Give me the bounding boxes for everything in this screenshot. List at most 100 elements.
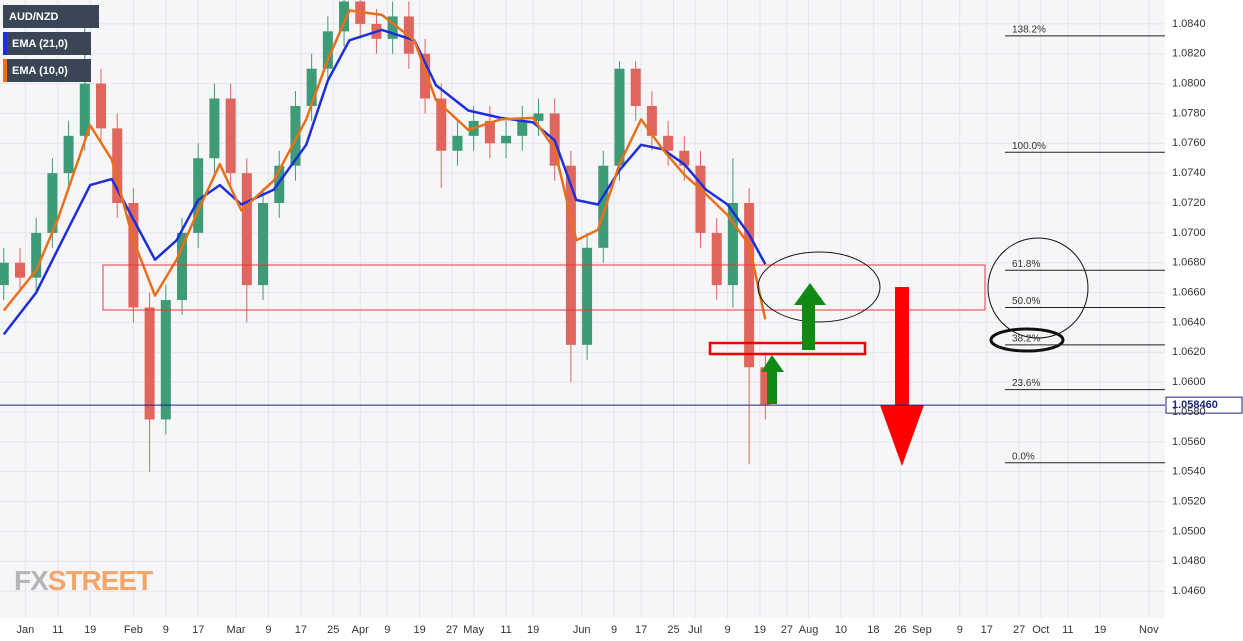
y-tick-label: 1.0560 (1172, 436, 1206, 448)
x-tick-label: 25 (667, 624, 679, 636)
y-tick-label: 1.0680 (1172, 257, 1206, 269)
watermark-part: STREET (48, 565, 153, 596)
candle-body (387, 16, 398, 39)
fib-label: 138.2% (1012, 24, 1046, 35)
fib-label: 0.0% (1012, 451, 1035, 462)
legend-box (3, 5, 99, 28)
x-tick-label: 27 (781, 624, 793, 636)
candle-body (565, 165, 576, 345)
candle-body (79, 83, 90, 136)
y-tick-label: 1.0580 (1172, 406, 1206, 418)
candle-body (128, 203, 139, 308)
candle-body (582, 247, 593, 345)
candle-body (339, 1, 350, 32)
x-tick-label: 11 (52, 624, 63, 636)
y-tick-label: 1.0460 (1172, 585, 1206, 597)
candle-body (484, 120, 495, 144)
candle-body (679, 150, 690, 166)
watermark: FXSTREET (14, 565, 153, 596)
x-tick-label: May (463, 624, 484, 636)
x-tick-label: Feb (124, 624, 143, 636)
x-tick-label: 9 (611, 624, 617, 636)
x-tick-label: 9 (724, 624, 730, 636)
y-tick-label: 1.0840 (1172, 18, 1206, 30)
candle-body (452, 135, 463, 151)
overlay: 138.2% 100.0% 61.8% 50.0% 38.2% 23.6% 0.0% 1.05… (0, 24, 1243, 464)
x-tick-label: 9 (384, 624, 390, 636)
annotations (102, 237, 1089, 466)
y-tick-label: 1.0600 (1172, 376, 1206, 388)
candle-body (711, 232, 722, 286)
candle-body (63, 135, 74, 174)
legend-box (3, 59, 91, 82)
zone-box (102, 264, 986, 311)
candle-body (517, 120, 528, 136)
x-tick-label: 18 (867, 624, 879, 636)
arrow-head (880, 405, 924, 466)
candle-body (112, 128, 123, 204)
fib-label: 61.8% (1012, 259, 1040, 270)
x-tick-label: 19 (527, 624, 539, 636)
x-tick-label: 9 (957, 624, 963, 636)
arrow-head (761, 355, 784, 372)
candle-body (727, 203, 738, 286)
candle-body (744, 203, 755, 368)
y-tick-label: 1.0700 (1172, 227, 1206, 239)
candle-body (144, 307, 155, 420)
candle-body (436, 98, 447, 151)
x-tick-label: 17 (295, 624, 307, 636)
x-tick-label: Apr (352, 624, 369, 636)
arrow-shaft (767, 371, 777, 404)
watermark-part: FX (14, 565, 49, 596)
y-tick-label: 1.0780 (1172, 107, 1206, 119)
x-tick-label: 19 (414, 624, 426, 636)
x-tick-label: Oct (1032, 624, 1049, 636)
x-tick-label: 19 (84, 624, 96, 636)
candle-body (241, 173, 252, 286)
x-tick-label: 11 (1062, 624, 1073, 636)
circle (987, 237, 1089, 339)
arrow-shaft (802, 304, 815, 350)
support-box (708, 341, 867, 356)
marks (0, 0, 771, 472)
x-tick-label: 25 (327, 624, 339, 636)
candle-body (209, 98, 220, 159)
candle-body (0, 262, 9, 286)
candle-body (274, 165, 285, 204)
candle-body (760, 367, 771, 405)
ellipse-bold (989, 327, 1065, 353)
candle-body (160, 300, 171, 420)
candle-body (306, 68, 317, 106)
arrow-head (794, 283, 826, 305)
price-label-box (1165, 396, 1243, 414)
candle-body (614, 68, 625, 166)
y-tick-label: 1.0660 (1172, 286, 1206, 298)
x-tick-label: 17 (635, 624, 647, 636)
legend-label: EMA (21,0) (12, 38, 68, 50)
legend-label: AUD/NZD (9, 11, 59, 23)
price-label: 1.058460 (1172, 399, 1218, 411)
candle-body (95, 83, 106, 129)
x-tick-label: 19 (1094, 624, 1106, 636)
x-tick-label: Jan (17, 624, 35, 636)
x-tick-label: Jun (573, 624, 591, 636)
x-tick-label: 19 (754, 624, 766, 636)
x-tick-label: 11 (500, 624, 511, 636)
x-tick-label: 9 (163, 624, 169, 636)
legend-label: EMA (10,0) (12, 65, 68, 77)
legend-box (3, 32, 91, 55)
candle-body (695, 165, 706, 233)
candle-body (322, 31, 333, 69)
y-tick-label: 1.0620 (1172, 346, 1206, 358)
candle-body (193, 158, 204, 233)
y-tick-label: 1.0720 (1172, 197, 1206, 209)
x-tick-label: Mar (227, 624, 246, 636)
ema-line (2, 28, 767, 336)
candle-body (258, 203, 269, 286)
fib-label: 50.0% (1012, 296, 1040, 307)
fib-label: 38.2% (1012, 333, 1040, 344)
candle-body (420, 53, 431, 99)
y-tick-label: 1.0640 (1172, 316, 1206, 328)
x-tick-label: 10 (835, 624, 847, 636)
